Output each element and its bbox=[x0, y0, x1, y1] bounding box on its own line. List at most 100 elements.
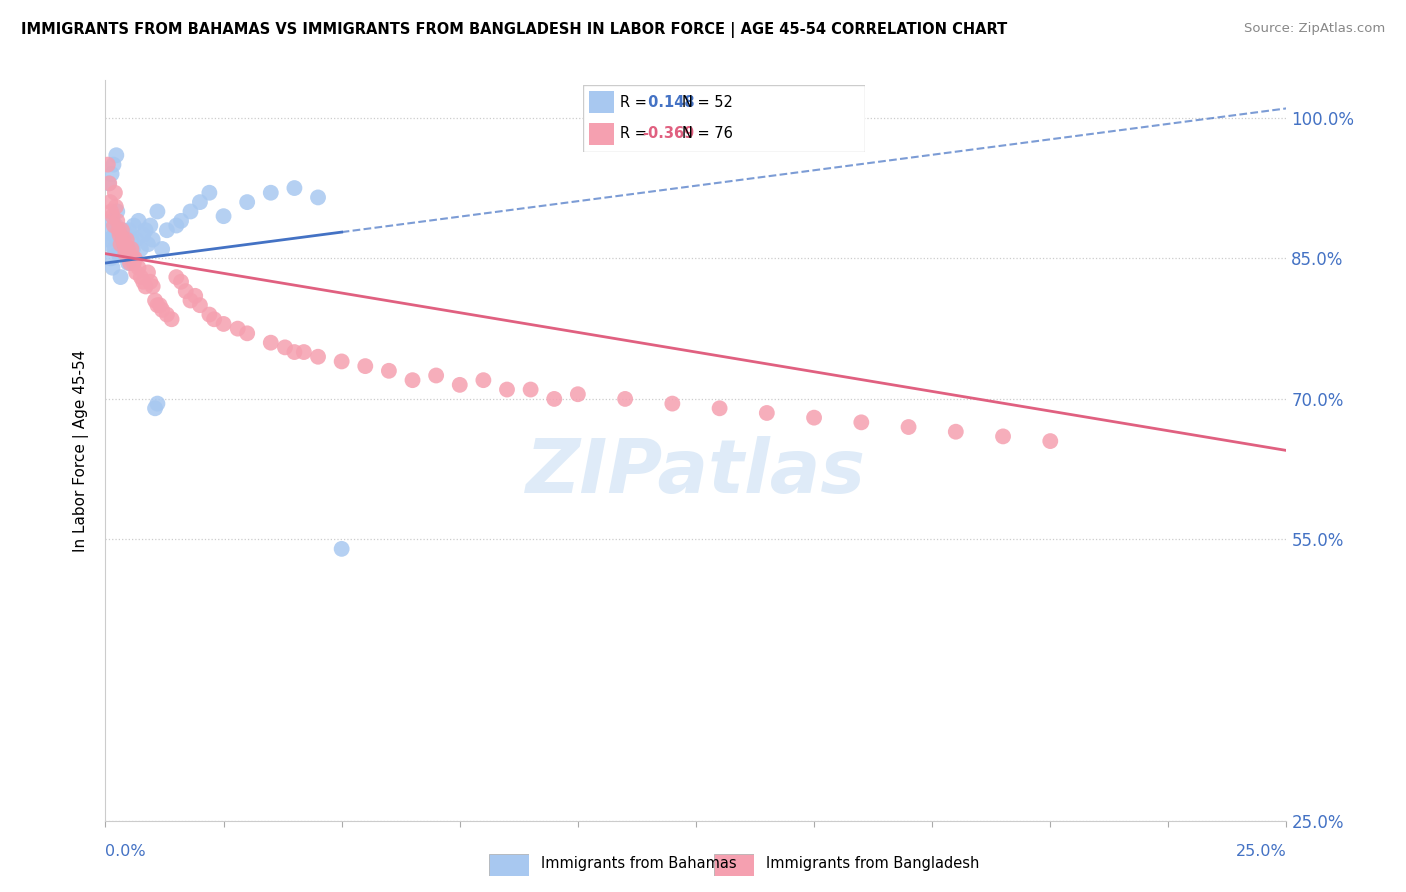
Point bbox=[567, 387, 589, 401]
Point bbox=[283, 181, 305, 195]
Point bbox=[150, 242, 173, 256]
Point bbox=[165, 219, 187, 233]
Point bbox=[202, 312, 225, 326]
Point bbox=[100, 252, 122, 266]
Point bbox=[111, 242, 134, 256]
Y-axis label: In Labor Force | Age 45-54: In Labor Force | Age 45-54 bbox=[73, 350, 90, 551]
Point bbox=[118, 246, 141, 260]
Point bbox=[1039, 434, 1062, 448]
Point bbox=[107, 223, 129, 237]
Point bbox=[98, 223, 121, 237]
Point bbox=[108, 227, 131, 242]
Text: N = 52: N = 52 bbox=[682, 95, 733, 110]
Text: Immigrants from Bahamas: Immigrants from Bahamas bbox=[541, 856, 737, 871]
Point bbox=[661, 396, 683, 410]
Point bbox=[124, 252, 146, 266]
Text: Immigrants from Bangladesh: Immigrants from Bangladesh bbox=[766, 856, 980, 871]
Point bbox=[104, 242, 127, 256]
Point bbox=[449, 377, 471, 392]
Text: -0.369: -0.369 bbox=[643, 127, 695, 142]
Point bbox=[198, 308, 221, 322]
Point bbox=[188, 298, 211, 312]
Point bbox=[156, 223, 179, 237]
Point bbox=[112, 223, 135, 237]
Point bbox=[184, 289, 207, 303]
Point bbox=[98, 177, 121, 191]
Point bbox=[97, 158, 120, 172]
Point bbox=[755, 406, 778, 420]
Point bbox=[100, 204, 122, 219]
Point bbox=[114, 242, 136, 256]
Point bbox=[135, 279, 157, 293]
Point bbox=[165, 270, 187, 285]
Point bbox=[125, 233, 148, 247]
Point bbox=[114, 246, 136, 260]
Point bbox=[146, 298, 169, 312]
Point bbox=[104, 219, 127, 233]
Point bbox=[101, 260, 124, 275]
Point bbox=[139, 219, 162, 233]
Point bbox=[170, 214, 193, 228]
Point bbox=[188, 195, 211, 210]
Bar bbox=[589, 92, 614, 113]
Point bbox=[142, 233, 165, 247]
Point bbox=[122, 219, 145, 233]
Point bbox=[226, 321, 249, 335]
Text: ZIPatlas: ZIPatlas bbox=[526, 436, 866, 509]
Point bbox=[107, 246, 129, 260]
Text: Source: ZipAtlas.com: Source: ZipAtlas.com bbox=[1244, 22, 1385, 36]
Point bbox=[100, 167, 122, 181]
Point bbox=[292, 345, 315, 359]
Point bbox=[105, 148, 128, 162]
Point bbox=[401, 373, 423, 387]
Point bbox=[111, 223, 134, 237]
Point bbox=[260, 335, 283, 350]
Text: IMMIGRANTS FROM BAHAMAS VS IMMIGRANTS FROM BANGLADESH IN LABOR FORCE | AGE 45-54: IMMIGRANTS FROM BAHAMAS VS IMMIGRANTS FR… bbox=[21, 22, 1007, 38]
Point bbox=[149, 298, 172, 312]
Point bbox=[945, 425, 967, 439]
Point bbox=[101, 214, 124, 228]
Point bbox=[112, 237, 135, 252]
Point bbox=[614, 392, 637, 406]
Point bbox=[851, 415, 873, 429]
Point bbox=[103, 227, 125, 242]
Point bbox=[307, 190, 329, 204]
Point bbox=[472, 373, 495, 387]
Point bbox=[260, 186, 283, 200]
Point bbox=[236, 326, 259, 341]
Point bbox=[112, 233, 135, 247]
Point bbox=[179, 293, 201, 308]
Point bbox=[212, 209, 235, 223]
Point bbox=[110, 270, 132, 285]
Point bbox=[991, 429, 1014, 443]
Point bbox=[543, 392, 565, 406]
Text: R =: R = bbox=[620, 127, 651, 142]
Point bbox=[132, 275, 155, 289]
Point bbox=[121, 242, 143, 256]
Point bbox=[122, 256, 145, 270]
Point bbox=[519, 383, 541, 397]
Point bbox=[136, 265, 159, 279]
Point bbox=[104, 186, 127, 200]
Point bbox=[283, 345, 305, 359]
Point bbox=[110, 237, 132, 252]
Point bbox=[103, 158, 125, 172]
Point bbox=[115, 237, 138, 252]
Point bbox=[117, 242, 139, 256]
Point bbox=[117, 256, 139, 270]
Point bbox=[125, 265, 148, 279]
Point bbox=[118, 252, 141, 266]
Point bbox=[274, 340, 297, 354]
Point bbox=[128, 260, 150, 275]
Point bbox=[98, 195, 121, 210]
Point bbox=[160, 312, 183, 326]
Point bbox=[198, 186, 221, 200]
Text: N = 76: N = 76 bbox=[682, 127, 733, 142]
Point bbox=[212, 317, 235, 331]
Point bbox=[97, 177, 120, 191]
Point bbox=[135, 223, 157, 237]
Text: 0.0%: 0.0% bbox=[105, 844, 146, 859]
Point bbox=[330, 354, 353, 368]
Point bbox=[118, 223, 141, 237]
Point bbox=[115, 233, 138, 247]
